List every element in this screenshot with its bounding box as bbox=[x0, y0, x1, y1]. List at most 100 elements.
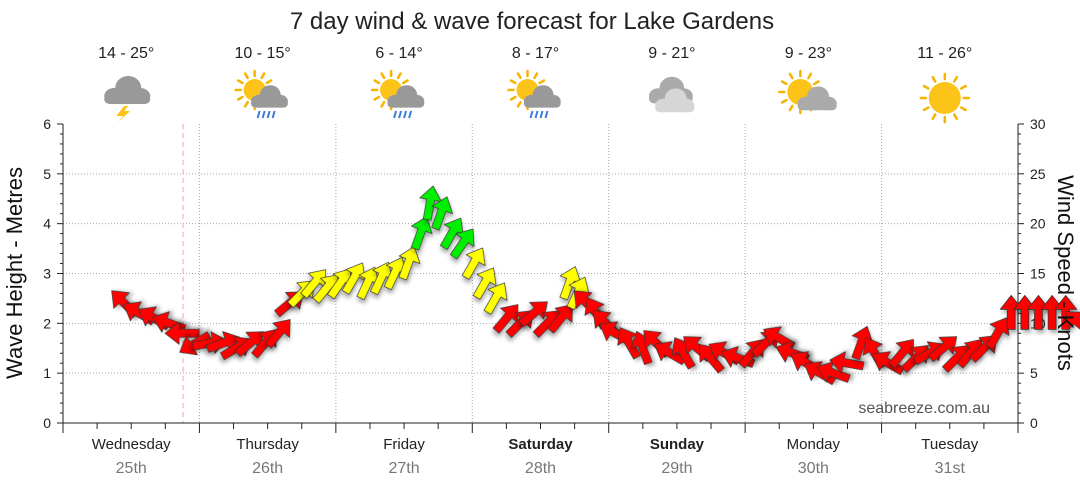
wind-arrow bbox=[518, 301, 548, 328]
wind-arrow bbox=[927, 336, 958, 362]
sun-ray bbox=[236, 79, 244, 85]
temperature-range: 11 - 26° bbox=[917, 45, 972, 62]
sun-icon bbox=[919, 72, 971, 124]
date-label: 26th bbox=[252, 460, 283, 477]
sun-ray bbox=[538, 79, 546, 85]
sun-ray bbox=[959, 106, 967, 112]
sun-ray bbox=[380, 100, 386, 108]
rain-drop bbox=[261, 110, 266, 119]
sun-ray bbox=[780, 80, 788, 86]
sun-ray bbox=[788, 104, 794, 112]
wind-arrow bbox=[913, 341, 946, 366]
left-tick-label: 4 bbox=[43, 216, 51, 232]
temperature-range: 6 - 14° bbox=[375, 45, 422, 62]
cloud-shape bbox=[655, 88, 695, 113]
watermark: seabreeze.com.au bbox=[858, 400, 990, 417]
rain-drop bbox=[271, 110, 276, 119]
y-axis-left-label: Wave Height - Metres bbox=[2, 167, 27, 379]
wind-arrow bbox=[410, 216, 433, 251]
sun-ray bbox=[812, 80, 820, 86]
temperature-range: 8 - 17° bbox=[512, 45, 559, 62]
grid bbox=[63, 124, 1018, 423]
date-label: 30th bbox=[798, 460, 829, 477]
wind-arrow bbox=[220, 336, 253, 361]
sun-ray bbox=[373, 95, 381, 101]
sun-ray bbox=[516, 100, 522, 108]
sun-ray bbox=[788, 72, 794, 80]
left-tick-label: 3 bbox=[43, 266, 51, 282]
sun-ray bbox=[509, 79, 517, 85]
rain-drop bbox=[403, 110, 408, 119]
rain-drop bbox=[393, 110, 398, 119]
storm-cloud-icon bbox=[104, 76, 151, 122]
sun-ray bbox=[380, 72, 386, 80]
rain-drop bbox=[539, 110, 544, 119]
left-tick-label: 2 bbox=[43, 315, 51, 331]
cloud-shape bbox=[797, 86, 837, 111]
sun-disc bbox=[928, 82, 961, 114]
wind-arrow bbox=[985, 317, 1010, 350]
cloud-shape bbox=[104, 76, 151, 104]
sun-ray bbox=[953, 75, 959, 83]
cloud-shape bbox=[387, 85, 425, 108]
sun-ray bbox=[922, 106, 930, 112]
sun-ray bbox=[533, 72, 539, 80]
day-label: Friday bbox=[383, 436, 425, 453]
sun-ray bbox=[516, 72, 522, 80]
right-tick-label: 25 bbox=[1030, 166, 1046, 182]
left-tick-label: 5 bbox=[43, 166, 51, 182]
rain-drop bbox=[408, 110, 413, 119]
wind-arrow bbox=[398, 246, 421, 281]
rain-drop bbox=[256, 110, 261, 119]
right-tick-label: 0 bbox=[1030, 415, 1038, 431]
sun-ray bbox=[243, 100, 249, 108]
right-tick-label: 5 bbox=[1030, 365, 1038, 381]
sun-ray bbox=[265, 79, 273, 85]
temperature-range: 9 - 21° bbox=[648, 45, 695, 62]
sun-cloud-rain-icon bbox=[370, 69, 425, 119]
temperature-range: 9 - 23° bbox=[785, 45, 832, 62]
day-label: Wednesday bbox=[92, 436, 171, 453]
rain-drop bbox=[544, 110, 549, 119]
sun-ray bbox=[509, 95, 517, 101]
wind-arrow bbox=[472, 267, 497, 300]
sun-ray bbox=[780, 98, 788, 104]
day-label: Saturday bbox=[508, 436, 573, 453]
cloud-base bbox=[387, 99, 425, 108]
wind-arrow bbox=[449, 228, 475, 260]
sun-cloud-rain-icon bbox=[234, 69, 288, 119]
date-label: 29th bbox=[661, 460, 692, 477]
left-tick-label: 6 bbox=[43, 116, 51, 132]
lightning-bolt bbox=[116, 106, 131, 122]
wind-arrow bbox=[164, 321, 200, 345]
cloud-base bbox=[797, 101, 837, 111]
cloud-base bbox=[104, 94, 151, 104]
right-tick-label: 30 bbox=[1030, 116, 1046, 132]
wind-arrow bbox=[264, 319, 291, 349]
temperature-range: 10 - 15° bbox=[235, 45, 291, 62]
weather-row: 14 - 25° 10 - 15° 6 - 14° 8 - 17° 9 - 21° 9 -… bbox=[98, 45, 972, 124]
sun-ray bbox=[807, 72, 813, 80]
day-label: Thursday bbox=[236, 436, 299, 453]
sun-ray bbox=[922, 84, 930, 90]
sun-cloud-rain-icon bbox=[507, 69, 561, 119]
wind-arrow bbox=[483, 282, 508, 315]
date-label: 31st bbox=[935, 460, 966, 477]
x-axis: Wednesday 25th Thursday 26th Friday 27th Satur… bbox=[62, 422, 1019, 477]
date-label: 25th bbox=[116, 460, 147, 477]
right-tick-label: 15 bbox=[1030, 266, 1046, 282]
wind-arrow bbox=[431, 196, 453, 231]
rain-drop bbox=[534, 110, 539, 119]
cloud-base bbox=[251, 99, 288, 108]
cloud-shape bbox=[251, 85, 288, 108]
sun-ray bbox=[401, 79, 409, 85]
sun-ray bbox=[959, 84, 967, 90]
sun-cloud-icon bbox=[778, 69, 837, 115]
date-label: 28th bbox=[525, 460, 556, 477]
left-axis: 0 1 2 3 4 5 6 bbox=[43, 116, 64, 431]
cloud-base bbox=[523, 99, 561, 108]
cloud-icon bbox=[649, 76, 695, 113]
date-label: 27th bbox=[389, 460, 420, 477]
sun-ray bbox=[931, 113, 937, 121]
